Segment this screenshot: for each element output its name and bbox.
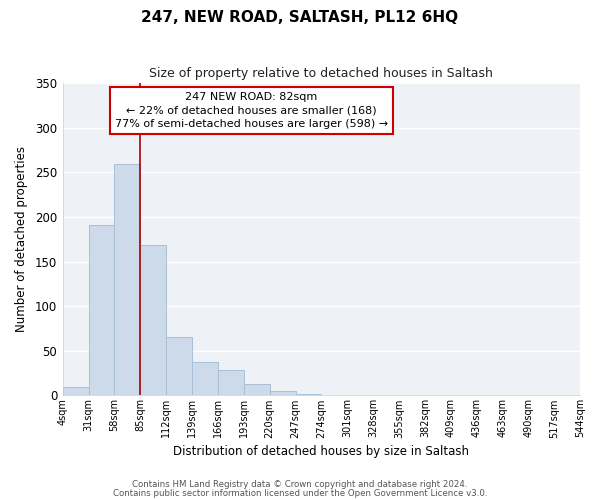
Bar [63,388,89,396]
Title: Size of property relative to detached houses in Saltash: Size of property relative to detached ho… [149,68,493,80]
Bar [528,394,554,396]
Bar [269,391,296,396]
Bar [192,362,218,396]
Bar [347,394,373,396]
Bar [296,394,322,396]
Text: 247, NEW ROAD, SALTASH, PL12 6HQ: 247, NEW ROAD, SALTASH, PL12 6HQ [142,10,458,25]
Bar [89,225,115,396]
Text: Contains HM Land Registry data © Crown copyright and database right 2024.: Contains HM Land Registry data © Crown c… [132,480,468,489]
Text: Contains public sector information licensed under the Open Government Licence v3: Contains public sector information licen… [113,490,487,498]
X-axis label: Distribution of detached houses by size in Saltash: Distribution of detached houses by size … [173,444,469,458]
Bar [115,164,140,396]
Text: 247 NEW ROAD: 82sqm
← 22% of detached houses are smaller (168)
77% of semi-detac: 247 NEW ROAD: 82sqm ← 22% of detached ho… [115,92,388,129]
Y-axis label: Number of detached properties: Number of detached properties [15,146,28,332]
Bar [140,246,166,396]
Bar [244,384,269,396]
Bar [218,370,244,396]
Bar [166,338,192,396]
